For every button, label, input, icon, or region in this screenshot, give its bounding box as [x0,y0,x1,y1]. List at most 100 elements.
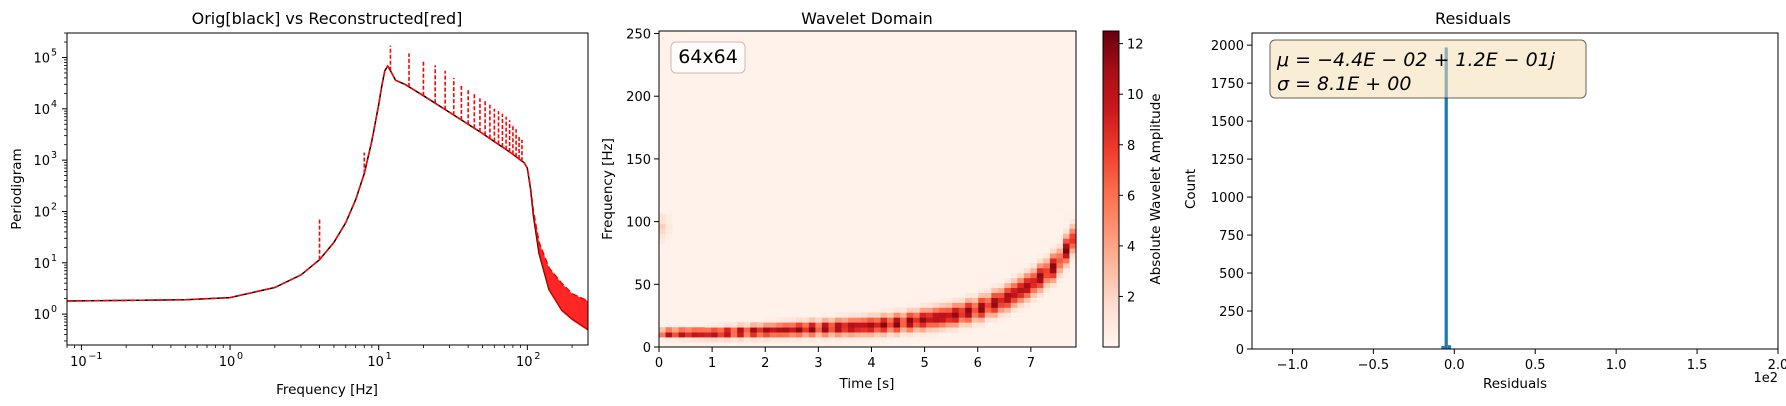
heatmap-cell [854,327,862,333]
heatmap-cell [711,322,718,328]
heatmap-cell [919,302,927,308]
heatmap-cell [1023,287,1031,293]
heatmap-cell [887,307,894,313]
heatmap-cell [997,292,1005,298]
heatmap-cell [1017,307,1025,313]
heatmap-cell [971,322,979,328]
heatmap-cell [971,302,979,308]
heatmap-cell [1017,272,1025,279]
heatmap-cell [945,327,953,333]
y-tick-label: 10 [33,154,50,169]
heatmap-cell [919,332,927,338]
heatmap-cell [958,302,966,308]
heatmap-cell [776,317,784,323]
heatmap-cell [711,332,718,338]
heatmap-cell [952,307,960,313]
colorbar-tick-label: 2 [1127,290,1135,305]
heatmap-cell [1023,277,1031,284]
heatmap-cell [919,327,927,333]
histogram-bar [1447,345,1452,349]
heatmap-cell [828,332,836,338]
heatmap-cell [659,228,666,234]
heatmap-cell [808,337,816,343]
heatmap-cell [952,297,960,303]
heatmap-cell [1004,282,1012,289]
heatmap-cell [1062,263,1070,269]
y-tick-label: 750 [1219,229,1244,244]
heatmap-cell [691,327,699,333]
heatmap-cell [769,337,777,343]
y-tick-label: 10 [33,308,50,323]
heatmap-cell [782,317,790,323]
stats-sigma: σ = 8.1E + 00 [1277,73,1411,95]
y-tick-label: 1500 [1211,115,1244,130]
heatmap-cell [991,282,999,289]
heatmap-cell [893,322,901,328]
heatmap-cell [815,317,823,323]
heatmap-cell [828,312,836,318]
heatmap-cell [1049,268,1057,274]
heatmap-cell [704,332,712,338]
heatmap-cell [795,322,803,328]
heatmap-cell [997,302,1005,308]
heatmap-cell [750,332,758,338]
x-tick-exponent: 0 [237,351,243,362]
heatmap-cell [874,322,881,328]
heatmap-cell [1010,297,1018,303]
heatmap-cell [984,307,992,313]
x-tick-label: 7 [1027,356,1035,371]
x-offset-text: 1e2 [1753,371,1778,386]
heatmap-cell [965,327,973,333]
wavelet-axes-frame [658,30,1077,348]
heatmap-cell [743,337,751,343]
heatmap-cell [919,312,927,318]
heatmap-cell [1017,268,1025,274]
heatmap-cell [971,312,979,318]
heatmap-cell [821,317,829,323]
heatmap-cell [997,307,1005,313]
heatmap-cell [900,322,907,328]
heatmap-cell [991,307,999,313]
grid-size-annotation: 64x64 [678,46,738,68]
heatmap-cell [1023,302,1031,308]
heatmap-cell [763,317,771,323]
heatmap-cell [997,282,1005,289]
heatmap-cell [1056,248,1064,254]
histogram-bar [1441,345,1445,349]
heatmap-cell [828,322,836,328]
heatmap-cell [1062,243,1070,249]
heatmap-cell [971,297,979,303]
heatmap-cell [971,292,979,298]
heatmap-cell [893,312,901,318]
heatmap-cell [1010,307,1018,313]
heatmap-cell [704,322,712,328]
heatmap-cell [965,312,973,318]
heatmap-cell [672,337,679,343]
heatmap-cell [965,307,973,313]
heatmap-cell [932,322,940,328]
heatmap-cell [978,312,986,318]
residuals-panel: Residuals −1.0 −0.5 0.0 0.5 1.0 1.5 2.0 0 250 50… [1183,9,1786,392]
heatmap-cell [991,292,999,298]
heatmap-cell [913,317,920,323]
heatmap-cell [997,297,1005,303]
heatmap-cell [919,322,927,328]
heatmap-cell [1056,238,1064,244]
heatmap-cell [1036,253,1044,259]
heatmap-cell [978,307,986,313]
heatmap-cell [776,332,784,338]
heatmap-cell [737,337,745,343]
wavelet-xlabel: Time [s] [839,376,895,392]
x-tick-label: 0 [655,356,663,371]
heatmap-cell [887,312,894,318]
heatmap-cell [717,337,725,343]
heatmap-cell [1049,282,1057,289]
heatmap-cell [1017,282,1025,289]
heatmap-cell [789,317,797,323]
heatmap-cell [763,337,771,343]
heatmap-cell [1036,282,1044,289]
heatmap-cell [698,327,705,333]
grid-size-annotation-box [670,41,746,74]
heatmap-cell [1004,297,1012,303]
x-tick-label: 10 [367,355,384,370]
